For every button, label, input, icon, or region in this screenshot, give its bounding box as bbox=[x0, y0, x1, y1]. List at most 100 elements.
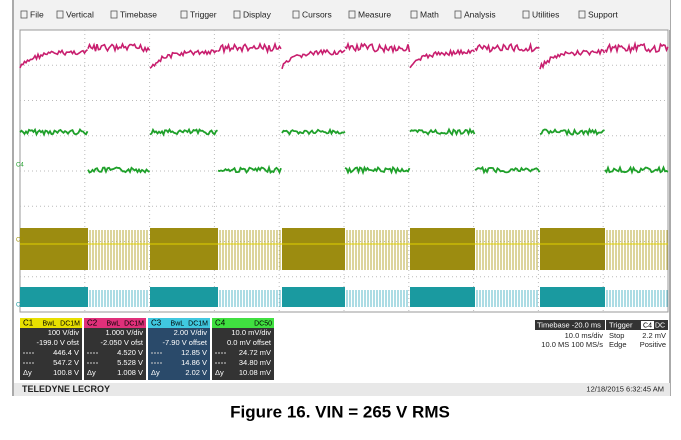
delta-label: Δy bbox=[151, 368, 160, 377]
c2-trace bbox=[281, 48, 346, 70]
menu-item[interactable]: Math bbox=[420, 9, 439, 19]
c2-trace bbox=[474, 41, 540, 54]
channel-value: 2.02 V bbox=[185, 368, 207, 377]
channel-value: 100 V/div bbox=[48, 328, 80, 337]
c1-burst bbox=[150, 228, 218, 270]
menu-icon bbox=[292, 10, 300, 19]
trigger-key: Edge bbox=[609, 340, 627, 349]
menu-icon bbox=[454, 10, 462, 19]
channel-value: 10.0 mV/div bbox=[231, 328, 271, 337]
channel-marker: C1 bbox=[16, 238, 24, 244]
c1-burst bbox=[282, 228, 345, 270]
channel-tag: DC1M bbox=[124, 320, 144, 327]
c2-trace bbox=[87, 41, 151, 53]
channel-tag: DC1M bbox=[60, 320, 80, 327]
c2-trace bbox=[149, 49, 218, 69]
menu-item[interactable]: Vertical bbox=[66, 9, 94, 19]
channel-value: 547.2 V bbox=[53, 358, 79, 367]
menu-icon bbox=[180, 10, 188, 19]
trigger-value: 2.2 mV bbox=[642, 331, 666, 340]
menu-item[interactable]: Utilities bbox=[532, 9, 559, 19]
channel-panel bbox=[84, 318, 146, 380]
menu-icon bbox=[522, 10, 530, 19]
delta-label: Δy bbox=[23, 368, 32, 377]
menu-icon bbox=[233, 10, 241, 19]
c3-burst bbox=[150, 287, 218, 307]
menu-icon bbox=[578, 10, 586, 19]
c4-trace bbox=[409, 127, 476, 137]
channel-tag: BwL bbox=[107, 320, 121, 327]
c4-trace bbox=[344, 165, 411, 176]
channel-panel bbox=[212, 318, 274, 380]
channel-value: 1.000 V/div bbox=[105, 328, 143, 337]
channel-value: 100.8 V bbox=[53, 368, 79, 377]
menu-item[interactable]: Support bbox=[588, 9, 618, 19]
menu-item[interactable]: File bbox=[30, 9, 44, 19]
channel-panel bbox=[20, 318, 82, 380]
channel-panel bbox=[148, 318, 210, 380]
channel-tag: BwL bbox=[43, 320, 57, 327]
channel-value: 4.520 V bbox=[117, 348, 143, 357]
menu-icon bbox=[410, 10, 418, 19]
channel-name: C1 bbox=[23, 319, 34, 328]
menu-item[interactable]: Measure bbox=[358, 9, 391, 19]
c2-trace bbox=[604, 40, 669, 55]
c4-trace bbox=[19, 127, 89, 137]
c4-trace bbox=[281, 127, 346, 136]
c4-trace bbox=[474, 165, 541, 175]
c3-burst bbox=[282, 287, 345, 307]
channel-tag: BwL bbox=[171, 320, 185, 327]
footer-bar bbox=[14, 383, 670, 396]
channel-value: 14.86 V bbox=[181, 358, 207, 367]
channel-tag: DC1M bbox=[188, 320, 208, 327]
channel-value: 1.008 V bbox=[117, 368, 143, 377]
c2-trace bbox=[19, 48, 89, 69]
timestamp: 12/18/2015 6:32:45 AM bbox=[586, 384, 664, 393]
channel-value: 5.528 V bbox=[117, 358, 143, 367]
trigger-value: Positive bbox=[640, 340, 666, 349]
timebase-title-bg bbox=[535, 320, 605, 330]
channel-value: 446.4 V bbox=[53, 348, 79, 357]
c4-trace bbox=[539, 127, 605, 137]
menu-icon bbox=[20, 10, 28, 19]
menu-item[interactable]: Timebase bbox=[120, 9, 157, 19]
menu-bar bbox=[14, 0, 670, 30]
c3-burst bbox=[20, 287, 88, 307]
c1-burst bbox=[540, 228, 605, 270]
menu-item[interactable]: Cursors bbox=[302, 9, 332, 19]
c4-trace bbox=[217, 164, 282, 175]
c3-burst bbox=[540, 287, 605, 307]
trigger-title: Trigger bbox=[609, 320, 633, 329]
c4-trace bbox=[604, 165, 669, 175]
trigger-source: C4 bbox=[643, 322, 652, 329]
channel-name: C4 bbox=[215, 319, 226, 328]
delta-label: Δy bbox=[215, 368, 224, 377]
channel-value: 2.00 V/div bbox=[174, 328, 208, 337]
menu-icon bbox=[110, 10, 118, 19]
delta-label: Δy bbox=[87, 368, 96, 377]
c3-burst bbox=[410, 287, 475, 307]
channel-value: -199.0 V ofst bbox=[36, 338, 79, 347]
timebase-row: 10.0 ms/div bbox=[565, 331, 604, 340]
c2-trace bbox=[409, 48, 476, 69]
channel-header bbox=[84, 318, 146, 328]
menu-item[interactable]: Analysis bbox=[464, 9, 496, 19]
c1-burst bbox=[410, 228, 475, 270]
channel-name: C2 bbox=[87, 319, 98, 328]
menu-item[interactable]: Display bbox=[243, 9, 272, 19]
brand: TELEDYNE LECROY bbox=[22, 384, 110, 394]
c1-burst bbox=[20, 228, 88, 270]
trigger-source-bg bbox=[641, 321, 654, 329]
caption: Figure 16. VIN = 265 V RMS bbox=[230, 402, 450, 421]
channel-value: 0.0 mV offset bbox=[227, 338, 272, 347]
channel-marker: C4 bbox=[16, 163, 24, 169]
c2-trace bbox=[539, 48, 606, 70]
channel-header bbox=[148, 318, 210, 328]
channel-value: 10.08 mV bbox=[239, 368, 271, 377]
trigger-title-bg bbox=[606, 320, 668, 330]
trigger-coupling: DC bbox=[655, 322, 665, 329]
channel-value: 24.72 mV bbox=[239, 348, 271, 357]
menu-item[interactable]: Trigger bbox=[190, 9, 217, 19]
channel-value: -2.050 V ofst bbox=[100, 338, 143, 347]
